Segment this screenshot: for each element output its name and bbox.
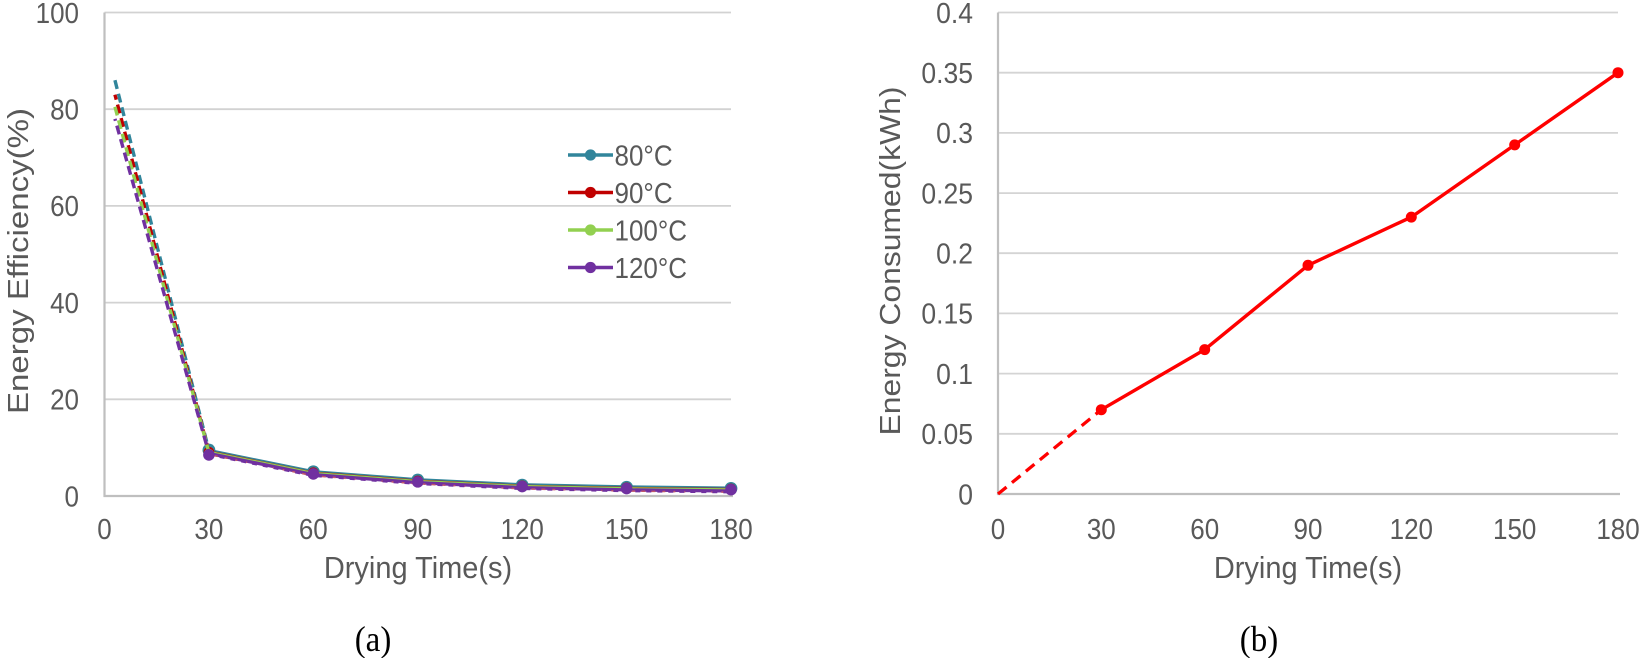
svg-text:Energy Consumed(kWh): Energy Consumed(kWh) <box>874 86 906 435</box>
svg-text:Drying Time(s): Drying Time(s) <box>324 551 512 585</box>
svg-text:30: 30 <box>194 513 223 545</box>
svg-text:20: 20 <box>50 383 79 415</box>
svg-text:Energy Efficiency(%): Energy Efficiency(%) <box>2 108 35 414</box>
svg-text:100°C: 100°C <box>615 214 688 246</box>
svg-text:0.3: 0.3 <box>936 117 973 149</box>
svg-text:0.1: 0.1 <box>936 358 973 390</box>
svg-text:0.4: 0.4 <box>936 0 973 29</box>
svg-text:0.15: 0.15 <box>921 298 973 330</box>
svg-text:150: 150 <box>605 513 648 545</box>
svg-text:80: 80 <box>50 93 79 125</box>
svg-text:90°C: 90°C <box>615 177 673 209</box>
svg-text:90: 90 <box>403 513 432 545</box>
svg-text:0: 0 <box>958 478 973 510</box>
svg-text:150: 150 <box>1493 513 1536 545</box>
svg-text:0: 0 <box>991 513 1005 545</box>
svg-text:120°C: 120°C <box>615 252 688 284</box>
svg-text:90: 90 <box>1294 513 1323 545</box>
svg-text:(a): (a) <box>355 619 392 658</box>
svg-text:60: 60 <box>299 513 328 545</box>
svg-text:60: 60 <box>50 190 79 222</box>
svg-text:120: 120 <box>1390 513 1433 545</box>
svg-text:0: 0 <box>97 513 111 545</box>
svg-text:0: 0 <box>65 480 79 512</box>
svg-text:30: 30 <box>1087 513 1116 545</box>
svg-text:40: 40 <box>50 287 79 319</box>
svg-text:80°C: 80°C <box>615 139 673 171</box>
svg-text:0.2: 0.2 <box>936 237 973 269</box>
svg-text:0.35: 0.35 <box>921 57 973 89</box>
svg-text:180: 180 <box>709 513 752 545</box>
svg-text:Drying Time(s): Drying Time(s) <box>1214 551 1402 585</box>
svg-text:(b): (b) <box>1240 619 1278 658</box>
svg-text:60: 60 <box>1190 513 1219 545</box>
svg-text:100: 100 <box>36 0 79 29</box>
svg-text:120: 120 <box>501 513 544 545</box>
svg-text:0.25: 0.25 <box>921 177 973 209</box>
svg-text:0.05: 0.05 <box>921 418 973 450</box>
svg-text:180: 180 <box>1596 513 1639 545</box>
